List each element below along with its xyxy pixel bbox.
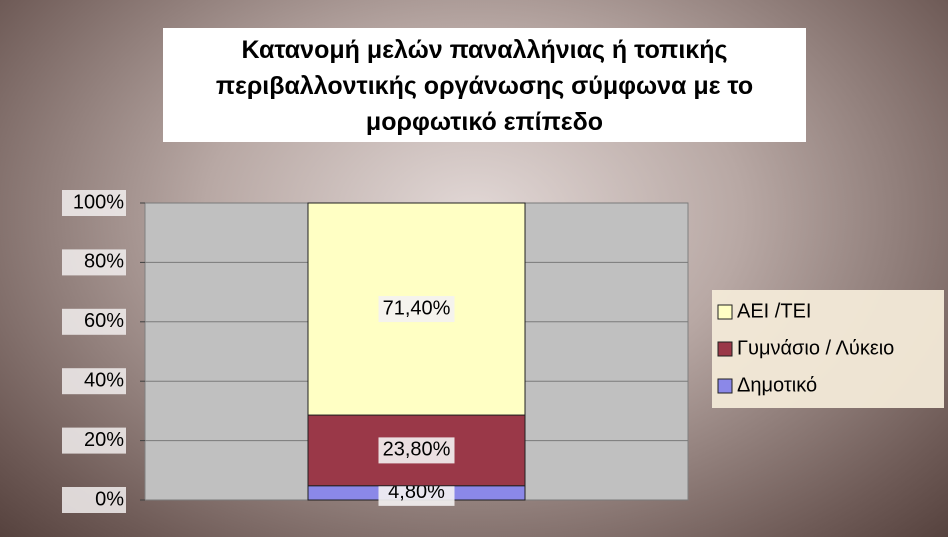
legend-swatch	[717, 304, 733, 320]
y-tick-label-bg	[62, 427, 126, 454]
value-label-bg	[378, 437, 455, 464]
y-tick-label-bg	[62, 368, 126, 395]
y-tick-label: 100%	[73, 191, 124, 213]
value-label-bg	[378, 296, 455, 323]
y-tick-label: 60%	[84, 310, 124, 332]
y-tick-label: 20%	[84, 429, 124, 451]
legend-swatch	[717, 378, 733, 394]
y-tick-label-bg	[62, 249, 126, 276]
y-tick-label: 40%	[84, 369, 124, 391]
value-label: 4,80%	[388, 481, 445, 503]
y-tick-label: 80%	[84, 251, 124, 273]
y-tick-label: 0%	[95, 488, 124, 510]
value-label: 71,40%	[383, 297, 451, 319]
y-tick-label-bg	[62, 308, 126, 335]
legend-box	[712, 290, 944, 408]
legend-label: ΑΕΙ /ΤΕΙ	[737, 300, 811, 322]
y-tick-label-bg	[62, 487, 126, 513]
value-label: 23,80%	[383, 439, 451, 461]
chart-title: Κατανομή μελών παναλλήνιας ή τοπικής περ…	[163, 28, 806, 142]
legend-label: Δημοτικό	[737, 374, 817, 396]
legend-swatch	[717, 341, 733, 357]
y-tick-label-bg	[62, 190, 126, 216]
legend-label: Γυμνάσιο / Λύκειο	[737, 337, 894, 359]
